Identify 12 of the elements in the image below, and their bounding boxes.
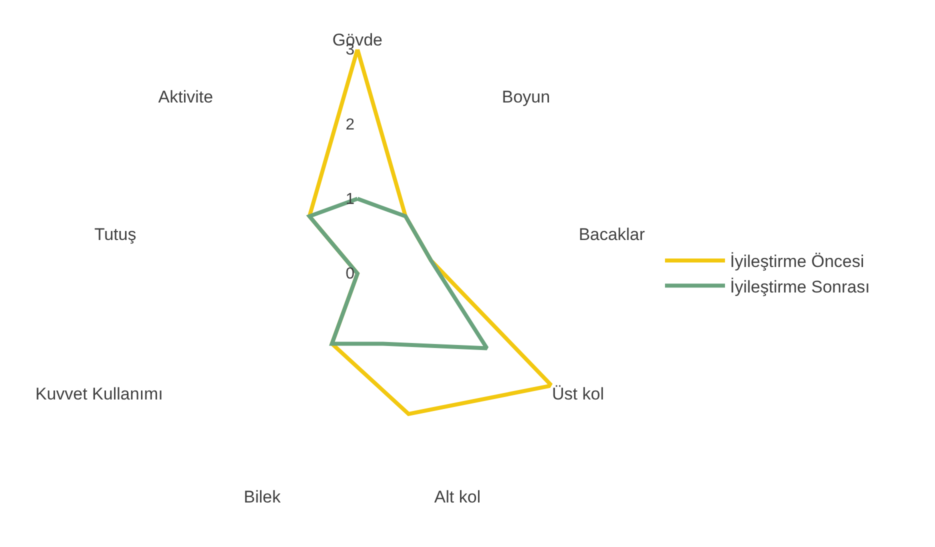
spoke-label: Üst kol — [552, 384, 604, 404]
spoke-label: Bilek — [244, 488, 282, 507]
spoke-label: Aktivite — [158, 88, 214, 107]
spoke-label: Tutuş — [94, 224, 136, 244]
legend-label: İyileştirme Sonrası — [730, 277, 870, 296]
spoke-label: Bacaklar — [578, 224, 646, 244]
legend-label: İyileştirme Öncesi — [730, 252, 864, 272]
spoke-label: Boyun — [502, 88, 550, 107]
y-tick-label: 0 — [346, 266, 355, 283]
y-tick-label: 2 — [346, 116, 355, 134]
spoke-label: Kuvvet Kullanımı — [35, 384, 163, 404]
spoke-label: Alt kol — [434, 488, 481, 507]
